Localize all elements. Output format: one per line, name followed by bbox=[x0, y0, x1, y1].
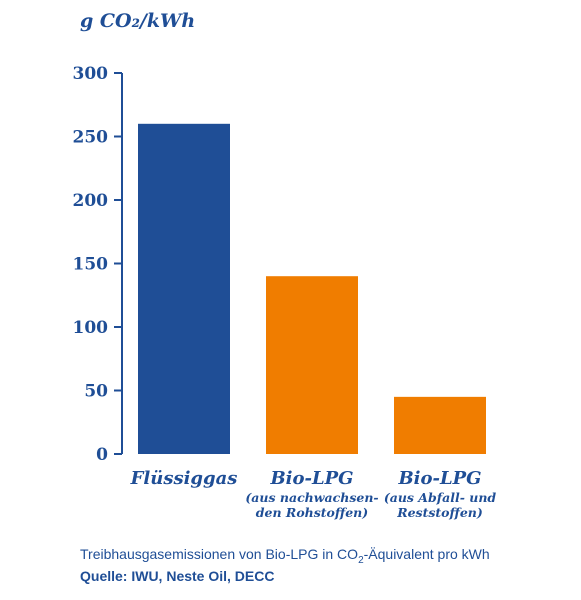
bar bbox=[266, 276, 358, 454]
category-sublabel: (aus Abfall- und bbox=[384, 490, 497, 505]
caption-text-end: -Äquivalent pro kWh bbox=[363, 546, 490, 562]
y-axis-ticks: 0 50 100 150 200 250 300 bbox=[73, 64, 122, 465]
category-sublabel: den Rohstoffen) bbox=[256, 505, 368, 520]
y-tick-label: 200 bbox=[73, 191, 109, 211]
y-tick-label: 250 bbox=[73, 128, 109, 148]
category-sublabel: (aus nachwachsen- bbox=[245, 490, 378, 505]
category-labels: Flüssiggas Bio-LPG(aus nachwachsen-den Ro… bbox=[130, 468, 497, 520]
bar-chart: g CO₂/kWh 0 50 100 150 200 250 300 Flüssiggas B… bbox=[73, 10, 497, 520]
bar bbox=[138, 123, 230, 455]
y-axis-label: g CO₂/kWh bbox=[80, 10, 195, 32]
category-label: Bio-LPG bbox=[397, 468, 481, 489]
category-label: Flüssiggas bbox=[130, 468, 238, 489]
category-sublabel: Reststoffen) bbox=[396, 505, 483, 520]
y-tick-label: 150 bbox=[73, 255, 109, 275]
y-tick-label: 0 bbox=[96, 445, 108, 465]
bar bbox=[394, 396, 486, 454]
source-note: Quelle: IWU, Neste Oil, DECC bbox=[80, 568, 275, 584]
caption-text: Treibhausgasemissionen von Bio-LPG in CO bbox=[80, 546, 359, 562]
y-tick-label: 300 bbox=[73, 64, 109, 84]
y-tick-label: 100 bbox=[73, 318, 109, 338]
category-label: Bio-LPG bbox=[269, 468, 353, 489]
caption-subscript: 2 bbox=[358, 554, 364, 566]
bars bbox=[138, 123, 486, 455]
y-tick-label: 50 bbox=[84, 382, 108, 402]
chart-caption: Treibhausgasemissionen von Bio-LPG in CO… bbox=[80, 546, 490, 566]
